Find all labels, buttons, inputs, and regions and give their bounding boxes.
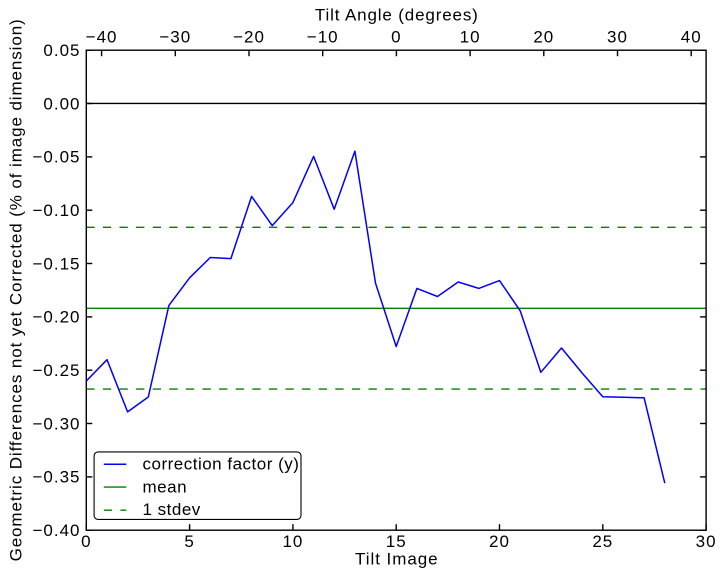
svg-text:10: 10 [460, 28, 481, 47]
svg-text:−20: −20 [233, 28, 265, 47]
svg-text:Tilt Angle (degrees): Tilt Angle (degrees) [315, 6, 479, 25]
svg-text:20: 20 [489, 532, 510, 551]
svg-text:25: 25 [592, 532, 613, 551]
svg-text:15: 15 [386, 532, 407, 551]
svg-text:0: 0 [391, 28, 401, 47]
svg-text:−30: −30 [159, 28, 191, 47]
svg-text:correction factor (y): correction factor (y) [143, 455, 300, 474]
svg-text:30: 30 [607, 28, 628, 47]
svg-text:Geometric Differences not yet: Geometric Differences not yet Corrected … [6, 18, 25, 561]
svg-text:−0.25: −0.25 [32, 361, 80, 380]
svg-text:5: 5 [184, 532, 194, 551]
svg-text:−0.35: −0.35 [32, 468, 80, 487]
svg-text:30: 30 [696, 532, 717, 551]
svg-text:40: 40 [681, 28, 702, 47]
svg-text:−40: −40 [86, 28, 118, 47]
svg-text:10: 10 [282, 532, 303, 551]
svg-text:−0.05: −0.05 [32, 148, 80, 167]
svg-text:−10: −10 [307, 28, 339, 47]
svg-text:−0.30: −0.30 [32, 414, 80, 433]
svg-text:−0.20: −0.20 [32, 308, 80, 327]
svg-text:Tilt Image: Tilt Image [355, 550, 439, 569]
svg-text:20: 20 [533, 28, 554, 47]
svg-text:0: 0 [81, 532, 91, 551]
svg-text:−0.40: −0.40 [32, 521, 80, 540]
svg-text:mean: mean [143, 477, 188, 496]
svg-text:−0.15: −0.15 [32, 254, 80, 273]
svg-text:0.05: 0.05 [43, 41, 80, 60]
svg-text:0.00: 0.00 [43, 94, 80, 113]
svg-text:1 stdev: 1 stdev [143, 500, 201, 519]
svg-text:−0.10: −0.10 [32, 201, 80, 220]
